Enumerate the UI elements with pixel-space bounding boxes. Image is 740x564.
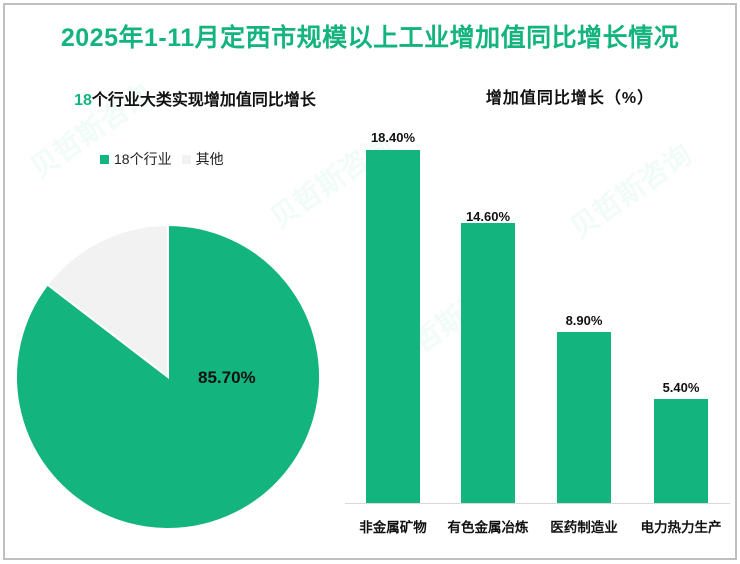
pie-slice-18-industries: [15, 223, 321, 530]
pie-legend: 18个行业 其他: [100, 149, 224, 169]
pie-title-number: 18: [74, 92, 92, 109]
legend-label: 其他: [195, 151, 224, 167]
pie-title-text: 个行业大类实现增加值同比增长: [91, 92, 316, 109]
bar-value-label: 8.90%: [565, 313, 603, 328]
category-label: 有色金属冶炼: [447, 520, 529, 535]
x-axis-line: [345, 503, 730, 504]
legend-swatch-gray: [181, 154, 191, 164]
pie-chart-title: 18个行业大类实现增加值同比增长: [30, 86, 360, 110]
category-label: 非金属矿物: [359, 520, 427, 535]
legend-item-other: 其他: [181, 149, 224, 169]
chart-title: 2025年1-11月定西市规模以上工业增加值同比增长情况: [60, 24, 680, 52]
bar-pharmaceutical: [557, 332, 611, 503]
bar-chart-title: 增加值同比增长（%）: [485, 90, 655, 107]
bar-non-metallic-minerals: [366, 150, 420, 503]
legend-label: 18个行业: [114, 151, 172, 167]
category-label: 医药制造业: [550, 520, 618, 535]
bar-value-label: 14.60%: [465, 209, 511, 224]
bar-value-label: 18.40%: [370, 130, 416, 145]
pie-chart: [15, 223, 321, 530]
legend-swatch-green: [100, 154, 109, 164]
bar-power-heat: [654, 399, 708, 503]
pie-slice-other: [45, 223, 169, 380]
pie-data-label: 85.70%: [198, 368, 256, 387]
category-label: 电力热力生产: [640, 520, 722, 535]
bar-value-label: 5.40%: [662, 380, 700, 395]
bar-nonferrous-smelting: [461, 223, 515, 503]
legend-item-18-industries: 18个行业: [100, 149, 172, 169]
